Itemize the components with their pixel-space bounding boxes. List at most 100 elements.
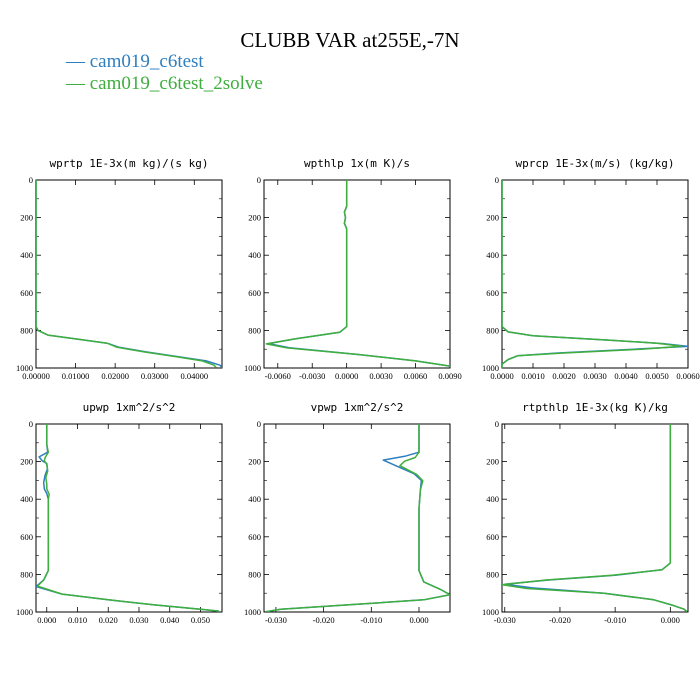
x-tick-label: 0.01000 — [62, 371, 90, 381]
series-line-1 — [266, 424, 450, 612]
legend-entry-2: — cam019_c6test_2solve — [66, 73, 263, 95]
x-tick-label: -0.020 — [313, 615, 335, 625]
chart-panel: wpthlp 1x(m K)/s 0 200 400 600 800 1000 -0.0060… — [244, 157, 462, 381]
x-tick-label: 0.0000 — [490, 371, 513, 381]
x-tick-label: 0.0040 — [614, 371, 637, 381]
y-tick-label: 0 — [257, 175, 261, 185]
x-tick-label: 0.04000 — [180, 371, 208, 381]
x-tick-label: 0.00000 — [22, 371, 50, 381]
y-tick-label: 1000 — [482, 607, 499, 617]
plot-frame — [263, 423, 451, 613]
series-line-2 — [265, 180, 450, 367]
x-tick-label: 0.02000 — [101, 371, 129, 381]
y-tick-label: 400 — [248, 494, 261, 504]
plot-frame — [35, 423, 223, 613]
x-tick-label: -0.010 — [360, 615, 382, 625]
y-tick-label: 0 — [495, 419, 499, 429]
x-tick-label: 0.050 — [191, 615, 210, 625]
y-tick-label: 400 — [486, 494, 499, 504]
legend-label: cam019_c6test_2solve — [89, 73, 263, 94]
x-tick-label: 0.000 — [37, 615, 56, 625]
panel-title: wpthlp 1x(m K)/s — [304, 157, 410, 170]
chart-panel: upwp 1xm^2/s^2 0 200 400 600 800 1000 0.000 0.01… — [16, 401, 223, 625]
x-tick-label: 0.0020 — [552, 371, 575, 381]
panel-title: vpwp 1xm^2/s^2 — [311, 401, 404, 414]
y-tick-label: 800 — [248, 569, 261, 579]
plot-frame — [35, 179, 223, 369]
legend-label: cam019_c6test — [89, 51, 204, 72]
x-tick-label: 0.010 — [68, 615, 87, 625]
y-tick-label: 1000 — [482, 363, 499, 373]
y-tick-label: 600 — [248, 532, 261, 542]
chart-title: CLUBB VAR at255E,-7N — [240, 28, 460, 52]
y-tick-label: 0 — [29, 175, 33, 185]
panel-title: wprcp 1E-3x(m/s) (kg/kg) — [516, 157, 675, 170]
x-tick-label: 0.0000 — [335, 371, 358, 381]
x-tick-label: 0.000 — [661, 615, 680, 625]
y-tick-label: 200 — [486, 457, 499, 467]
y-tick-label: 0 — [257, 419, 261, 429]
legend-entry-1: — cam019_c6test — [66, 51, 204, 73]
y-tick-label: 200 — [20, 213, 33, 223]
y-tick-label: 800 — [486, 325, 499, 335]
x-tick-label: 0.0010 — [521, 371, 544, 381]
x-tick-label: -0.0030 — [299, 371, 325, 381]
chart-panel: rtpthlp 1E-3x(kg K)/kg02004006008001000-… — [482, 401, 689, 625]
y-tick-label: 200 — [486, 213, 499, 223]
legend-line-marker: — — [66, 73, 90, 94]
y-tick-label: 800 — [20, 569, 33, 579]
y-tick-label: 600 — [486, 288, 499, 298]
x-tick-label: 0.0030 — [583, 371, 606, 381]
series-line-1 — [504, 424, 688, 612]
y-tick-label: 400 — [20, 250, 33, 260]
x-tick-label: 0.000 — [409, 615, 428, 625]
series-line-2 — [36, 180, 217, 368]
y-tick-label: 800 — [20, 325, 33, 335]
panel-title: wprtp 1E-3x(m kg)/(s kg) — [50, 157, 209, 170]
series-line-1 — [36, 424, 219, 612]
y-tick-label: 400 — [248, 250, 261, 260]
panel-title: rtpthlp 1E-3x(kg K)/kg — [522, 401, 668, 414]
series-line-1 — [36, 180, 222, 368]
y-tick-label: 1000 — [16, 363, 33, 373]
y-tick-label: 200 — [248, 213, 261, 223]
chart-panel: wprcp 1E-3x(m/s) (kg/kg) 0 200 400 600 800 100… — [482, 157, 700, 381]
x-tick-label: 0.0090 — [438, 371, 461, 381]
y-tick-label: 1000 — [244, 607, 261, 617]
x-tick-label: -0.030 — [494, 615, 516, 625]
panel-title: upwp 1xm^2/s^2 — [83, 401, 176, 414]
x-tick-label: 0.0060 — [676, 371, 699, 381]
x-tick-label: 0.0050 — [645, 371, 668, 381]
y-tick-label: 200 — [20, 457, 33, 467]
x-tick-label: 0.0030 — [369, 371, 392, 381]
series-line-2 — [266, 424, 450, 612]
y-tick-label: 1000 — [16, 607, 33, 617]
series-line-2 — [36, 424, 219, 612]
x-tick-label: -0.010 — [604, 615, 626, 625]
y-tick-label: 600 — [248, 288, 261, 298]
y-tick-label: 0 — [495, 175, 499, 185]
chart-panel: vpwp 1xm^2/s^2 0 200 400 600 800 1000 -0.030 -0.… — [244, 401, 451, 625]
x-tick-label: 0.020 — [99, 615, 118, 625]
y-tick-label: 1000 — [244, 363, 261, 373]
x-tick-label: -0.030 — [265, 615, 287, 625]
y-tick-label: 400 — [20, 494, 33, 504]
y-tick-label: 600 — [20, 532, 33, 542]
series-line-2 — [502, 180, 683, 368]
x-tick-label: -0.0060 — [265, 371, 291, 381]
x-tick-label: 0.03000 — [141, 371, 169, 381]
x-tick-label: 0.040 — [160, 615, 179, 625]
plot-frame — [501, 423, 689, 613]
series-line-2 — [502, 424, 688, 612]
y-tick-label: 800 — [248, 325, 261, 335]
y-tick-label: 400 — [486, 250, 499, 260]
chart-panel: wprtp 1E-3x(m kg)/(s kg) 0 200 400 600 800 100… — [16, 157, 223, 381]
y-tick-label: 600 — [486, 532, 499, 542]
legend-line-marker: — — [66, 51, 90, 72]
x-tick-label: 0.030 — [129, 615, 148, 625]
x-tick-label: -0.020 — [549, 615, 571, 625]
y-tick-label: 200 — [248, 457, 261, 467]
y-tick-label: 600 — [20, 288, 33, 298]
y-tick-label: 0 — [29, 419, 33, 429]
